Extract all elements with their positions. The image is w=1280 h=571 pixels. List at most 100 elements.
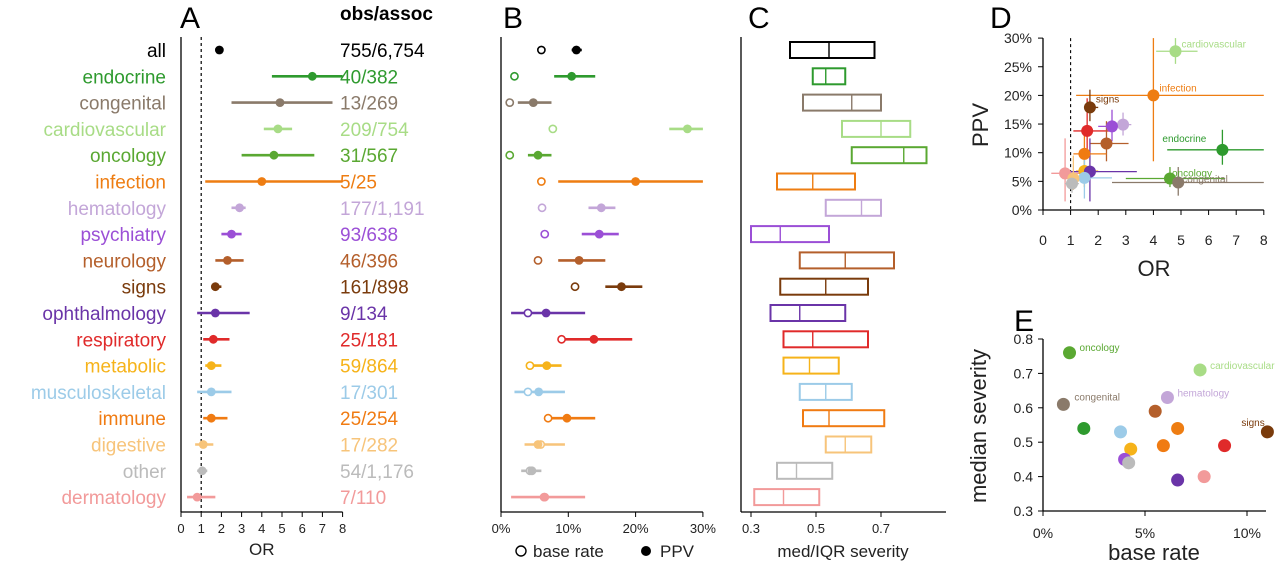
obs-assoc-value: 177/1,191	[340, 199, 425, 220]
panel-e-point	[1171, 473, 1185, 487]
panel-e-point	[1193, 363, 1207, 377]
obs-assoc-value: 161/898	[340, 278, 409, 299]
panel-c-iqr-box	[776, 461, 834, 480]
panel-b-ppv-point	[527, 466, 537, 476]
panel-d-y-tick-label: 30%	[1004, 30, 1032, 46]
panel-d-point	[1078, 147, 1091, 160]
panel-b-ppv-point	[533, 440, 543, 449]
panel-d-point-label: congenital	[1182, 174, 1228, 185]
panel-d-x-tick-label: 6	[1205, 232, 1213, 248]
legend-ppv-marker	[641, 546, 651, 556]
panel-d-point	[1117, 118, 1130, 131]
panel-label-d: D	[990, 2, 1012, 35]
panel-d-y-axis-title: PPV	[968, 103, 993, 147]
panel-label-a: A	[180, 2, 200, 35]
panel-e-point	[1056, 397, 1070, 411]
panel-b-ppv-point	[542, 361, 552, 370]
panel-b-base-rate-point	[536, 45, 546, 55]
category-label: congenital	[79, 94, 166, 115]
panel-b-base-rate-point	[543, 413, 553, 423]
category-label: musculoskeletal	[31, 383, 166, 404]
panel-label-b: B	[503, 2, 523, 35]
panel-a-or-point	[210, 308, 220, 318]
obs-assoc-value: 93/638	[340, 225, 398, 246]
category-label: metabolic	[85, 357, 166, 378]
category-label: digestive	[91, 436, 166, 457]
panel-b-ppv-point	[574, 256, 584, 265]
panel-b-ppv-point	[562, 413, 572, 423]
obs-assoc-value: 209/754	[340, 120, 409, 141]
panel-d-y-tick-label: 15%	[1004, 116, 1032, 132]
panel-b-ppv-point	[539, 492, 549, 502]
category-label: signs	[122, 278, 166, 299]
panel-b-ppv-point	[528, 98, 538, 107]
panel-e-point	[1148, 404, 1162, 418]
panel-c-iqr-box	[789, 41, 876, 59]
obs-assoc-value: 59/864	[340, 357, 399, 378]
panel-d-x-tick-label: 4	[1150, 232, 1158, 248]
panel-c-iqr-box	[776, 172, 856, 191]
panel-c-iqr-box	[841, 119, 912, 138]
panel-e-point-label: signs	[1241, 418, 1264, 429]
panel-a-or-point	[235, 203, 244, 213]
panel-a-or-point	[269, 150, 279, 160]
obs-assoc-value: 25/181	[340, 330, 398, 351]
panel-d-x-tick-label: 5	[1177, 232, 1185, 248]
obs-assoc-value: 5/25	[340, 173, 377, 194]
panel-a-or-point	[273, 124, 283, 134]
panel-b-ppv-point	[631, 177, 640, 186]
panel-a-or-point	[210, 282, 220, 292]
category-label: neurology	[83, 251, 167, 272]
panel-d-x-tick-label: 8	[1260, 232, 1268, 248]
obs-assoc-value: 25/254	[340, 409, 399, 430]
category-label: other	[123, 462, 167, 483]
panel-e-point	[1063, 346, 1077, 360]
panel-e-point	[1218, 439, 1232, 453]
panel-d-x-tick-label: 0	[1039, 232, 1047, 248]
obs-assoc-header: obs/assoc	[340, 4, 433, 25]
panel-e-y-tick-label: 0.3	[1014, 503, 1034, 519]
category-label: infection	[95, 173, 166, 194]
category-label: psychiatry	[80, 225, 166, 246]
obs-assoc-value: 7/110	[340, 488, 386, 509]
panel-b-base-rate-point	[548, 124, 558, 134]
panel-c-iqr-box	[779, 277, 869, 296]
panel-a-x-tick-label: 2	[218, 521, 225, 536]
obs-assoc-value: 17/282	[340, 436, 398, 457]
panel-c-iqr-box	[782, 330, 869, 349]
panel-d-point-label: endocrine	[1162, 134, 1206, 145]
panel-e-point	[1114, 425, 1128, 439]
panel-e-x-tick-label: 10%	[1233, 525, 1261, 541]
panel-e-x-tick-label: 0%	[1033, 525, 1053, 541]
panel-d-point	[1081, 124, 1094, 137]
panel-a-x-tick-label: 7	[319, 521, 326, 536]
panel-e-x-axis-title: base rate	[1108, 540, 1200, 565]
panel-a-or-point	[214, 45, 224, 55]
panel-a-or-point	[197, 466, 207, 476]
panel-b-ppv-point	[683, 124, 692, 134]
panel-e-point-label: oncology	[1080, 343, 1120, 354]
panel-b-base-rate-point	[505, 150, 515, 160]
panel-a-x-tick-label: 5	[278, 521, 285, 536]
panel-e-y-tick-label: 0.4	[1014, 469, 1034, 485]
panel-c-iqr-box	[769, 304, 847, 322]
panel-c-iqr-box	[811, 67, 847, 86]
panel-e-point-label: hematology	[1177, 388, 1229, 399]
panel-e-point	[1124, 442, 1138, 456]
panel-a-x-tick-label: 3	[238, 521, 245, 536]
panel-b-ppv-point	[589, 334, 599, 344]
panel-d-y-tick-label: 25%	[1004, 59, 1032, 75]
panel-label-c: C	[748, 2, 770, 35]
panel-b-ppv-point	[617, 282, 626, 292]
category-label: all	[147, 41, 166, 62]
panel-b-x-tick-label: 0%	[492, 521, 511, 536]
panel-e-point	[1160, 390, 1174, 404]
panel-b-base-rate-point	[510, 71, 519, 81]
panel-e-y-tick-label: 0.6	[1014, 400, 1034, 416]
panel-a-or-point	[208, 334, 218, 344]
panel-b-base-rate-point	[540, 229, 550, 239]
panel-b-ppv-point	[541, 308, 551, 318]
obs-assoc-value: 31/567	[340, 146, 398, 167]
panel-d-point-label: cardiovascular	[1181, 39, 1246, 50]
panel-b-base-rate-point	[525, 361, 535, 370]
